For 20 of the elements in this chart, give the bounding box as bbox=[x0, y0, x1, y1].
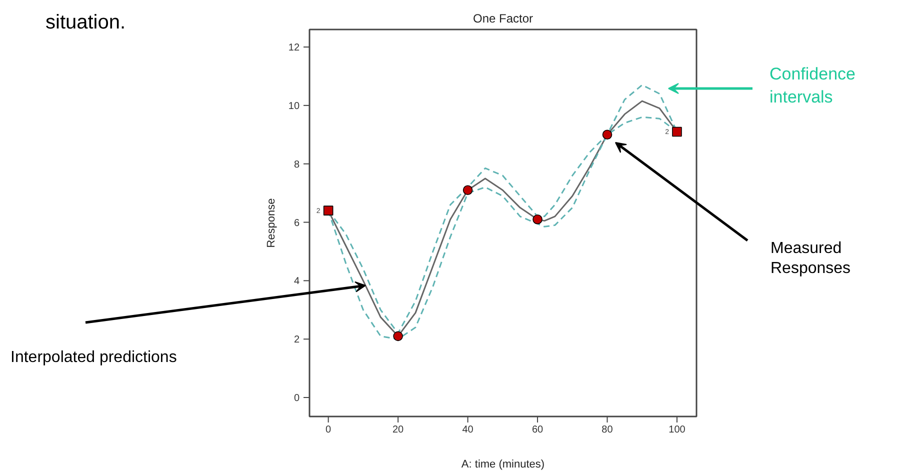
y-tick-label: 0 bbox=[294, 393, 300, 404]
x-tick-label: 0 bbox=[326, 424, 332, 436]
x-tick-label: 60 bbox=[532, 424, 544, 436]
y-tick-label: 8 bbox=[294, 159, 300, 170]
chart-title: One Factor bbox=[472, 12, 534, 26]
text: Confidence intervals bbox=[770, 64, 856, 106]
y-tick-label: 6 bbox=[294, 218, 300, 229]
text: Interpolated predictions bbox=[10, 349, 177, 366]
y-axis-title: Response bbox=[266, 198, 278, 248]
x-axis-title: A: time (minutes) bbox=[461, 458, 545, 470]
y-tick-label: 10 bbox=[288, 100, 300, 112]
x-tick-label: 100 bbox=[668, 424, 686, 436]
y-tick-label: 4 bbox=[294, 276, 300, 288]
y-tick-label: 2 bbox=[294, 334, 300, 346]
x-tick-label: 80 bbox=[602, 424, 614, 436]
x-tick-label: 20 bbox=[392, 424, 404, 436]
y-tick-label: 12 bbox=[288, 42, 300, 54]
text: Measured Responses bbox=[770, 240, 851, 278]
text: situation. bbox=[46, 12, 126, 34]
x-tick-label: 40 bbox=[462, 424, 474, 436]
